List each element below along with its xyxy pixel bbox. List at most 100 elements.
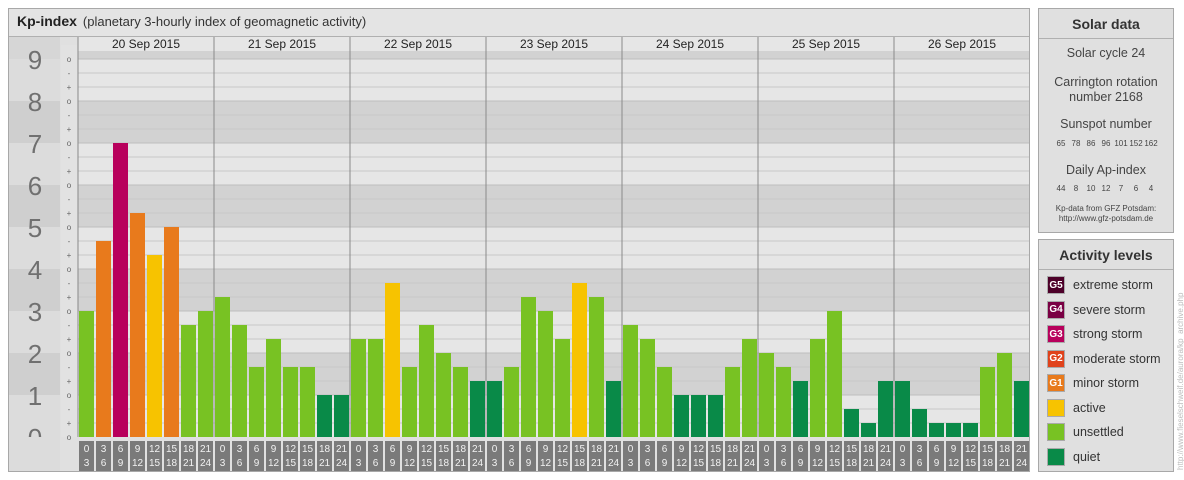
interval-start-label: 0: [492, 444, 498, 455]
interval-cell: [555, 441, 570, 471]
interval-end-label: 15: [693, 458, 705, 469]
kp-bar: [759, 353, 774, 437]
interval-start-label: 21: [200, 444, 212, 455]
axis-band: [9, 143, 60, 185]
day-header-bg: [758, 37, 894, 51]
kp-bar: [385, 282, 400, 437]
interval-start-label: 3: [917, 444, 923, 455]
legend-item-strong-storm: G3 strong storm: [1047, 324, 1142, 344]
minor-mark: +: [67, 209, 72, 218]
chart-title: Kp-index (planetary 3-hourly index of geo…: [17, 13, 366, 29]
interval-start-label: 15: [438, 444, 450, 455]
band-row: [78, 59, 1029, 101]
interval-cell: [657, 441, 672, 471]
interval-cell: [606, 441, 621, 471]
kp-bar: [691, 395, 706, 437]
kp-bar: [181, 324, 196, 437]
minor-mark: +: [67, 83, 72, 92]
sunspot-title: Sunspot number: [1060, 117, 1152, 131]
minor-mark: -: [68, 237, 71, 246]
interval-cell: [674, 441, 689, 471]
ap-value-5: 6: [1133, 184, 1139, 193]
ap-value-1: 8: [1073, 184, 1079, 193]
minor-mark: +: [67, 335, 72, 344]
interval-end-label: 24: [472, 458, 484, 469]
interval-start-label: 9: [407, 444, 413, 455]
minor-mark: o: [67, 223, 72, 232]
source-line1: Kp-data from GFZ Potsdam:: [1055, 204, 1157, 213]
kp-bar: [504, 366, 519, 437]
minor-mark: o: [67, 433, 72, 442]
minor-mark: o: [67, 139, 72, 148]
interval-start-label: 9: [135, 444, 141, 455]
interval-start-label: 6: [390, 444, 396, 455]
interval-cell: [776, 441, 791, 471]
interval-start-label: 6: [934, 444, 940, 455]
interval-start-label: 12: [149, 444, 161, 455]
source-line2[interactable]: http://www.gfz-potsdam.de: [1058, 214, 1154, 223]
y-tick-label: 9: [28, 45, 42, 75]
interval-start-label: 3: [237, 444, 243, 455]
day-header-bg: [350, 37, 486, 51]
kp-bar: [776, 366, 791, 437]
interval-cell: [215, 441, 230, 471]
interval-end-label: 12: [812, 458, 824, 469]
interval-end-label: 15: [421, 458, 433, 469]
legend-item-quiet: quiet: [1047, 447, 1100, 467]
legend-item-unsettled: unsettled: [1047, 422, 1124, 442]
minor-mark: o: [67, 265, 72, 274]
legend-item-minor-storm: G1 minor storm: [1047, 373, 1139, 393]
interval-end-label: 12: [132, 458, 144, 469]
kp-bar: [96, 240, 111, 437]
interval-cell: [283, 441, 298, 471]
interval-start-label: 21: [880, 444, 892, 455]
kp-bar: [402, 366, 417, 437]
kp-bar: [929, 423, 944, 437]
interval-start-label: 15: [710, 444, 722, 455]
day-header-bg: [214, 37, 350, 51]
interval-end-label: 18: [438, 458, 450, 469]
kp-bar: [997, 353, 1012, 437]
interval-cell: [198, 441, 213, 471]
day-header-bg: [622, 37, 758, 51]
interval-start-label: 15: [302, 444, 314, 455]
kp-bar: [742, 339, 757, 437]
interval-end-label: 12: [540, 458, 552, 469]
interval-start-label: 3: [373, 444, 379, 455]
interval-cell: [266, 441, 281, 471]
kp-chart-panel: o+-o+-o+-o+-o+-o+-o+-o+-o+-o012345678920…: [8, 8, 1030, 472]
band-row: [78, 227, 1029, 269]
band-row: [78, 101, 1029, 143]
day-label: 21 Sep 2015: [248, 37, 316, 51]
interval-end-label: 6: [373, 458, 379, 469]
kp-bar: [470, 381, 485, 437]
interval-start-label: 15: [846, 444, 858, 455]
legend-swatch: [1047, 423, 1065, 441]
interval-end-label: 24: [880, 458, 892, 469]
y-tick-label: 1: [28, 381, 42, 411]
kp-bar: [725, 366, 740, 437]
kp-bar: [708, 395, 723, 437]
interval-end-label: 9: [934, 458, 940, 469]
interval-start-label: 0: [356, 444, 362, 455]
interval-end-label: 24: [200, 458, 212, 469]
sunspot-value-6: 162: [1144, 139, 1158, 148]
interval-start-label: 21: [336, 444, 348, 455]
kp-bar: [436, 353, 451, 437]
sunspot-value-5: 152: [1129, 139, 1143, 148]
kp-bar: [334, 395, 349, 437]
kp-bar: [861, 423, 876, 437]
interval-cell: [997, 441, 1012, 471]
interval-start-label: 21: [1016, 444, 1028, 455]
axis-band: [9, 311, 60, 353]
kp-bar: [946, 423, 961, 437]
interval-end-label: 18: [710, 458, 722, 469]
band-row: [78, 269, 1029, 311]
y-tick-label: 2: [28, 339, 42, 369]
solar-data-panel: Solar data Solar cycle 24 Carrington rot…: [1038, 8, 1174, 233]
legend-swatch: G5: [1047, 276, 1065, 294]
kp-bar: [793, 381, 808, 437]
kp-bar: [453, 366, 468, 437]
axis-band: [9, 59, 60, 101]
legend-swatch: G2: [1047, 349, 1065, 368]
